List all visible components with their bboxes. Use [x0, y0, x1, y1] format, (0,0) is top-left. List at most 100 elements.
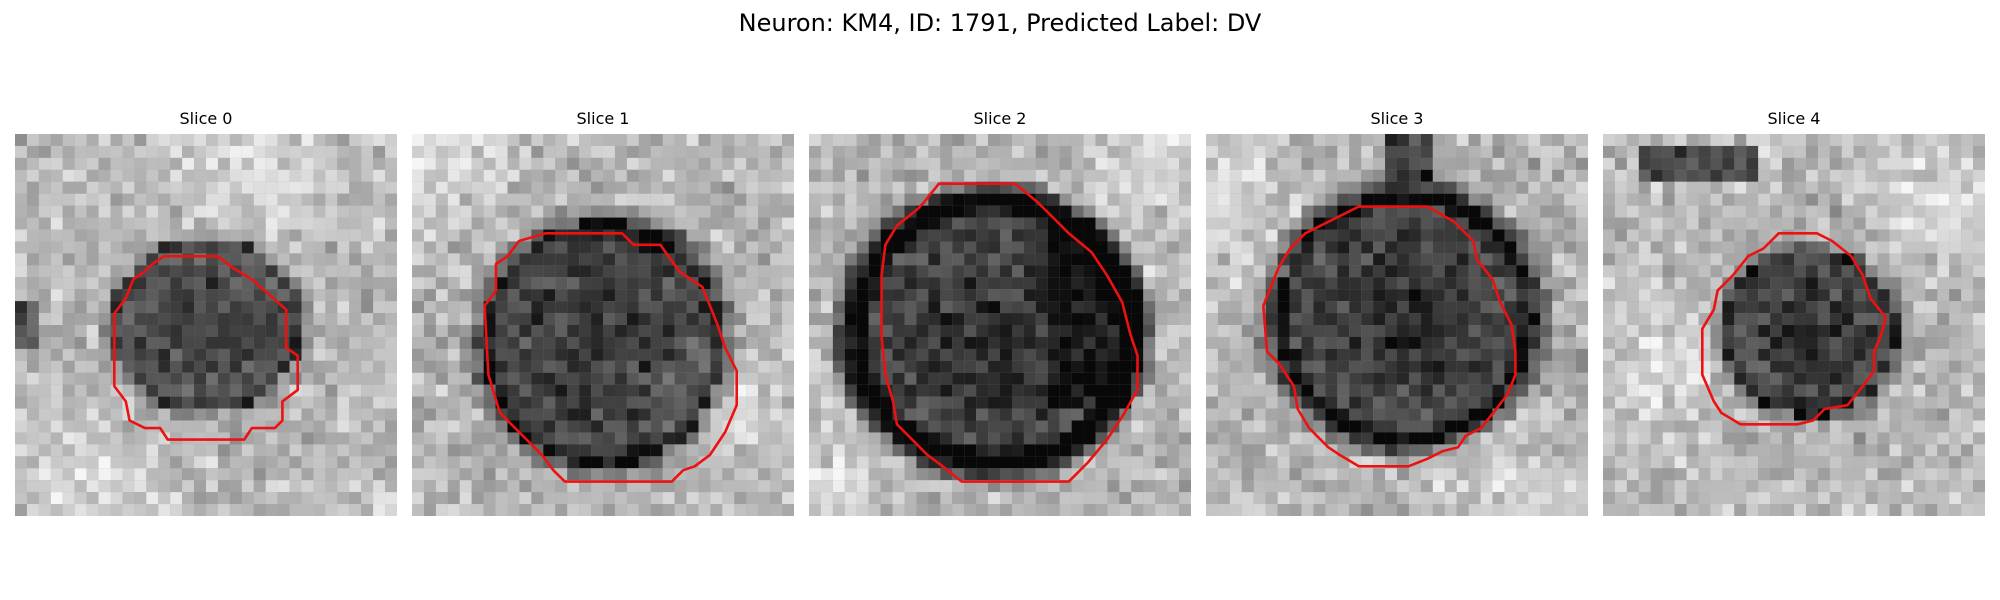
micrograph-pixel: [1011, 181, 1024, 194]
micrograph-pixel: [182, 181, 195, 194]
micrograph-pixel: [1397, 336, 1409, 349]
micrograph-pixel: [1071, 492, 1084, 505]
micrograph-pixel: [265, 157, 278, 170]
micrograph-pixel: [976, 384, 989, 397]
micrograph-pixel: [940, 444, 953, 457]
micrograph-pixel: [1516, 372, 1529, 385]
micrograph-pixel: [1206, 193, 1218, 206]
micrograph-pixel: [940, 408, 953, 421]
micrograph-pixel: [1576, 169, 1588, 182]
micrograph-pixel: [1626, 432, 1639, 445]
micrograph-pixel: [194, 336, 207, 349]
micrograph-pixel: [626, 504, 639, 516]
micrograph-pixel: [289, 444, 302, 457]
micrograph-pixel: [194, 313, 207, 326]
micrograph-pixel: [1265, 420, 1278, 433]
micrograph-pixel: [1301, 253, 1314, 266]
micrograph-pixel: [1829, 408, 1842, 421]
micrograph-pixel: [770, 325, 783, 337]
micrograph-pixel: [1603, 181, 1615, 194]
micrograph-pixel: [1119, 169, 1132, 182]
micrograph-pixel: [868, 301, 881, 314]
micrograph-pixel: [1432, 396, 1445, 409]
micrograph-pixel: [1432, 432, 1445, 445]
micrograph-pixel: [916, 193, 929, 206]
micrograph-pixel: [349, 432, 362, 445]
micrograph-pixel: [1722, 217, 1735, 230]
micrograph-pixel: [880, 145, 893, 158]
micrograph-pixel: [591, 456, 604, 469]
micrograph-pixel: [964, 277, 977, 290]
micrograph-pixel: [1420, 301, 1433, 314]
micrograph-pixel: [1217, 360, 1230, 373]
micrograph-pixel: [868, 325, 881, 337]
micrograph-pixel: [194, 420, 207, 433]
micrograph-pixel: [1865, 432, 1878, 445]
micrograph-pixel: [146, 229, 159, 242]
micrograph-pixel: [483, 492, 496, 505]
micrograph-pixel: [1901, 145, 1914, 158]
micrograph-pixel: [1456, 360, 1469, 373]
micrograph-pixel: [758, 432, 771, 445]
slice-title: Slice 3: [1370, 109, 1424, 128]
micrograph-pixel: [543, 229, 556, 242]
micrograph-pixel: [988, 372, 1001, 385]
micrograph-pixel: [543, 157, 556, 170]
micrograph-pixel: [15, 277, 27, 290]
micrograph-pixel: [1131, 444, 1144, 457]
micrograph-pixel: [1662, 313, 1675, 326]
micrograph-pixel: [1397, 372, 1409, 385]
micrograph-pixel: [1686, 157, 1699, 170]
micrograph-pixel: [1167, 444, 1180, 457]
micrograph-pixel: [543, 253, 556, 266]
micrograph-pixel: [361, 193, 374, 206]
micrograph-pixel: [1973, 145, 1985, 158]
micrograph-pixel: [1119, 325, 1132, 337]
micrograph-pixel: [507, 444, 520, 457]
micrograph-pixel: [74, 157, 87, 170]
micrograph-pixel: [1626, 348, 1639, 361]
micrograph-pixel: [976, 492, 989, 505]
micrograph-pixel: [1662, 456, 1675, 469]
micrograph-pixel: [770, 181, 783, 194]
micrograph-pixel: [1638, 432, 1651, 445]
micrograph-pixel: [964, 396, 977, 409]
micrograph-pixel: [1770, 134, 1783, 146]
micrograph-pixel: [134, 157, 147, 170]
micrograph-pixel: [868, 193, 881, 206]
micrograph-pixel: [1805, 396, 1818, 409]
micrograph-pixel: [349, 265, 362, 278]
micrograph-pixel: [1071, 265, 1084, 278]
micrograph-pixel: [1095, 384, 1108, 397]
micrograph-pixel: [1913, 325, 1926, 337]
micrograph-pixel: [1397, 504, 1409, 516]
micrograph-pixel: [1349, 432, 1362, 445]
micrograph-pixel: [1253, 169, 1266, 182]
micrograph-pixel: [579, 169, 592, 182]
micrograph-pixel: [1155, 492, 1168, 505]
micrograph-pixel: [1480, 169, 1493, 182]
micrograph-pixel: [710, 157, 723, 170]
micrograph-pixel: [746, 289, 759, 302]
micrograph-pixel: [385, 205, 397, 218]
micrograph-pixel: [110, 217, 123, 230]
micrograph-pixel: [844, 277, 857, 290]
micrograph-pixel: [746, 217, 759, 230]
micrograph-pixel: [1710, 205, 1723, 218]
micrograph-pixel: [603, 193, 615, 206]
micrograph-pixel: [1817, 432, 1830, 445]
micrograph-pixel: [1662, 253, 1675, 266]
micrograph-pixel: [1492, 205, 1505, 218]
micrograph-pixel: [1289, 360, 1302, 373]
micrograph-pixel: [710, 205, 723, 218]
micrograph-pixel: [182, 241, 195, 254]
micrograph-pixel: [1468, 396, 1481, 409]
micrograph-pixel: [904, 289, 917, 302]
micrograph-pixel: [868, 157, 881, 170]
micrograph-pixel: [614, 360, 627, 373]
micrograph-pixel: [1289, 408, 1302, 421]
micrograph-pixel: [1603, 169, 1615, 182]
micrograph-pixel: [531, 432, 544, 445]
micrograph-pixel: [1973, 432, 1985, 445]
micrograph-pixel: [1770, 420, 1783, 433]
